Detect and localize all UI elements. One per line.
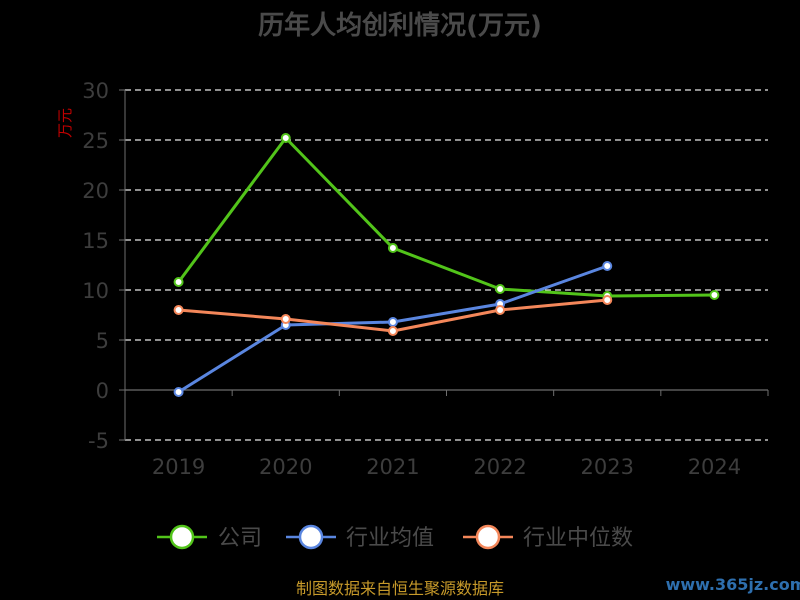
- x-tick-label: 2022: [473, 455, 526, 479]
- y-tick-label: 10: [82, 279, 109, 303]
- data-point: [602, 261, 613, 271]
- x-tick-label: 2020: [259, 455, 312, 479]
- x-tick-label: 2019: [152, 455, 205, 479]
- data-point: [387, 326, 398, 336]
- legend-marker: [475, 524, 501, 550]
- y-tick-label: 0: [96, 379, 109, 403]
- y-tick-label: 20: [82, 179, 109, 203]
- data-point: [495, 284, 506, 294]
- series-line: [177, 136, 715, 298]
- x-tick-label: 2024: [688, 455, 741, 479]
- y-tick-label: 30: [82, 79, 109, 103]
- legend-marker: [298, 524, 324, 550]
- data-point: [709, 290, 720, 300]
- grid-lines: [125, 89, 768, 441]
- chart-title: 历年人均创利情况(万元): [258, 10, 542, 41]
- series-3: [173, 295, 613, 336]
- data-point: [280, 314, 291, 324]
- series-lines: [173, 133, 720, 397]
- data-point: [173, 305, 184, 315]
- x-tick-label: 2021: [366, 455, 419, 479]
- legend-item-3: 行业中位数: [463, 524, 633, 551]
- y-axis-unit: 万元: [56, 108, 74, 138]
- legend-marker: [169, 524, 195, 550]
- y-tick-label: -5: [88, 429, 109, 453]
- legend-item-1: 公司: [157, 524, 262, 551]
- legend: 公司 行业均值 行业中位数: [157, 524, 633, 551]
- series-2: [173, 261, 613, 397]
- data-source-note: 制图数据来自恒生聚源数据库: [296, 579, 504, 598]
- legend-label: 公司: [218, 526, 262, 551]
- x-tick-label: 2023: [581, 455, 634, 479]
- data-point: [602, 295, 613, 305]
- y-tick-label: 15: [82, 229, 109, 253]
- legend-item-2: 行业均值: [286, 524, 434, 551]
- legend-label: 行业中位数: [523, 526, 633, 551]
- y-tick-label: 5: [96, 329, 109, 353]
- data-point: [280, 133, 291, 143]
- axes: 30 25 20 15 10 5 0 -5 2019 2020 2021 2022 2023 2024: [82, 79, 769, 479]
- watermark: www.365jz.com: [666, 575, 800, 594]
- legend-label: 行业均值: [346, 526, 434, 551]
- data-point: [387, 317, 398, 327]
- data-point: [495, 305, 506, 315]
- data-point: [387, 243, 398, 253]
- y-tick-label: 25: [82, 129, 109, 153]
- data-point: [173, 387, 184, 397]
- series-1: [173, 133, 720, 301]
- data-point: [173, 277, 184, 287]
